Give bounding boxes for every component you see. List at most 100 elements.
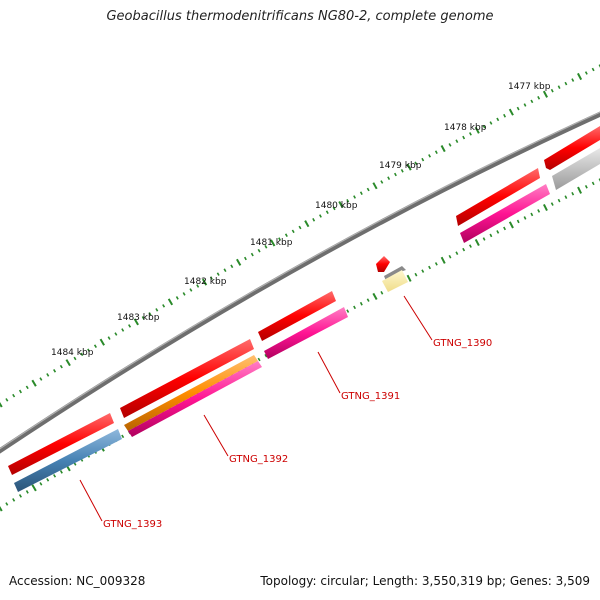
feature-arrow[interactable]: [258, 291, 336, 341]
ruler-tick: [93, 344, 97, 349]
ruler-tick: [167, 298, 174, 306]
feature-arrow[interactable]: [376, 256, 390, 272]
gene-label[interactable]: GTNG_1392: [229, 454, 288, 465]
ruler-tick: [406, 163, 412, 171]
feature-arrow[interactable]: [460, 184, 550, 243]
ruler-tick: [468, 244, 472, 248]
feature-arrow[interactable]: [124, 355, 258, 431]
ruler-tick: [346, 199, 350, 203]
ruler-tick: [489, 233, 493, 238]
ruler-tick: [18, 494, 22, 498]
ruler-tick: [448, 254, 452, 259]
ruler-tick: [128, 324, 132, 328]
ruler-tick: [25, 490, 29, 494]
ruler-tick: [508, 108, 514, 116]
ruler-tick: [440, 145, 446, 153]
feature-arrow[interactable]: [120, 339, 254, 418]
ruler-tick: [482, 124, 486, 129]
ruler-tick: [121, 328, 125, 332]
ruler-tick: [201, 278, 208, 286]
ruler-tick: [421, 269, 425, 273]
ruler-tick: [577, 72, 583, 81]
ruler-tick: [571, 78, 575, 82]
feature-arrow[interactable]: [544, 126, 600, 170]
gene-label[interactable]: GTNG_1390: [433, 338, 492, 349]
ruler-tick: [53, 474, 57, 478]
ruler-tick: [31, 379, 37, 387]
ruler-tick: [338, 201, 344, 209]
ruler-tick: [359, 301, 363, 306]
ruler-tick: [557, 198, 561, 203]
ruler-tick: [537, 209, 541, 213]
ruler-tick: [372, 292, 378, 300]
ruler-tick: [65, 359, 71, 367]
feature-arrow[interactable]: [264, 307, 348, 359]
ruler-tick: [428, 265, 432, 270]
ruler-tick: [380, 291, 384, 295]
feature-arrow[interactable]: [14, 429, 122, 492]
ruler-tick: [0, 506, 3, 512]
feature-arrow[interactable]: [8, 413, 114, 475]
ruler-tick: [230, 264, 234, 269]
ruler-tick: [216, 272, 220, 276]
ruler-tick: [223, 268, 227, 272]
ruler-tick: [571, 191, 575, 196]
gene-label[interactable]: GTNG_1391: [341, 391, 400, 402]
ruler-tick: [530, 212, 534, 217]
ruler-tick: [141, 316, 145, 320]
ruler-tick: [53, 368, 57, 373]
ruler-tick: [474, 238, 480, 247]
ruler-tick: [12, 393, 16, 398]
ruler-tick: [496, 230, 500, 234]
gene-label[interactable]: GTNG_1393: [103, 519, 162, 530]
ruler-tick: [434, 150, 438, 154]
ruler-tick: [508, 221, 514, 229]
ruler-tick: [162, 304, 166, 308]
feature-arrow[interactable]: [552, 148, 600, 190]
ruler-tick: [523, 103, 527, 107]
feature-arrow[interactable]: [128, 361, 262, 437]
feature-arrow[interactable]: [382, 270, 408, 292]
ruler-tick: [387, 176, 391, 180]
ruler-tick: [5, 398, 9, 402]
ruler-tick: [564, 81, 568, 86]
ruler-tick: [270, 239, 276, 247]
ruler-tick: [304, 220, 310, 228]
genome-title: Geobacillus thermodenitrificans NG80-2, …: [106, 9, 494, 24]
ruler-tick: [257, 248, 261, 253]
ruler-tick: [414, 272, 418, 277]
feature-arrow[interactable]: [456, 168, 540, 226]
ruler-tick: [25, 385, 29, 390]
ruler-tick: [421, 157, 425, 162]
ruler-tick: [291, 229, 295, 234]
ruler-tick: [284, 233, 288, 237]
ruler-tick: [155, 308, 159, 312]
ruler-tick: [462, 247, 466, 252]
genome-summary-text: Topology: circular; Length: 3,550,319 bp…: [260, 574, 590, 588]
ruler-tick: [148, 312, 152, 316]
ruler-tick: [107, 336, 111, 340]
ruler-tick: [243, 256, 247, 261]
ruler-tick: [584, 185, 588, 189]
ruler-tick: [18, 389, 22, 394]
forward-features: [8, 126, 600, 475]
kbp-label: 1483 kbp: [117, 313, 160, 323]
ruler-tick: [257, 357, 261, 362]
kbp-label: 1482 kbp: [184, 277, 227, 287]
ruler-tick: [182, 292, 186, 296]
genome-backbone: [0, 111, 600, 454]
ruler-tick: [12, 498, 16, 502]
ruler-tick: [455, 251, 459, 255]
ruler-tick: [577, 186, 582, 194]
ruler-tick: [325, 210, 329, 214]
ruler-tick: [516, 106, 520, 111]
ruler-tick: [462, 135, 466, 140]
ruler-tick: [114, 332, 118, 336]
ruler-tick: [196, 284, 200, 288]
ruler-tick: [353, 305, 357, 310]
ruler-tick: [406, 274, 412, 282]
ruler-tick: [39, 377, 43, 381]
ruler-tick: [209, 276, 213, 280]
ruler-tick: [59, 470, 63, 474]
